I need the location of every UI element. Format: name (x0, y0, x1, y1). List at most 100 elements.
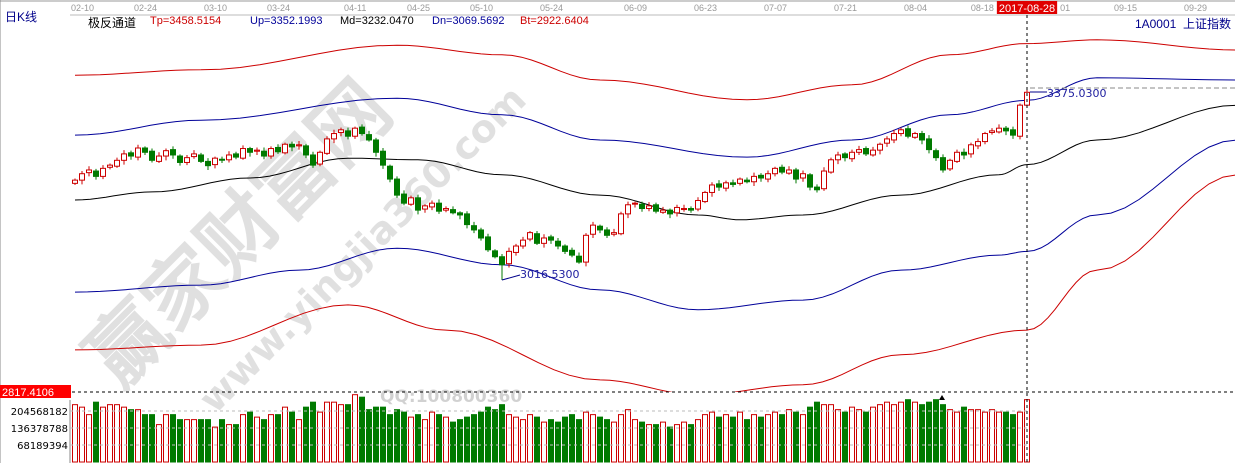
candle-body[interactable] (681, 208, 687, 211)
volume-bar[interactable] (261, 419, 267, 463)
candle-body[interactable] (947, 159, 953, 170)
volume-bar[interactable] (478, 411, 484, 463)
candle-body[interactable] (555, 240, 561, 247)
candle-body[interactable] (352, 127, 358, 137)
volume-bar[interactable] (380, 406, 386, 463)
candle-body[interactable] (618, 213, 624, 235)
candle-body[interactable] (940, 157, 946, 171)
volume-bar[interactable] (723, 414, 729, 463)
candle-body[interactable] (198, 154, 204, 162)
candle-body[interactable] (807, 174, 813, 188)
volume-bar[interactable] (387, 414, 393, 463)
volume-bar[interactable] (982, 411, 988, 463)
candle-body[interactable] (835, 154, 841, 161)
volume-bar[interactable] (730, 416, 736, 463)
volume-bar[interactable] (534, 416, 540, 463)
candle-body[interactable] (583, 234, 589, 263)
volume-bar[interactable] (254, 416, 260, 463)
candle-body[interactable] (93, 170, 99, 177)
candle-body[interactable] (429, 202, 435, 208)
volume-bar[interactable] (716, 416, 722, 463)
candle-body[interactable] (905, 128, 911, 137)
volume-bar[interactable] (744, 419, 750, 463)
volume-bar[interactable] (968, 409, 974, 463)
candle-body[interactable] (359, 126, 365, 135)
candle-body[interactable] (149, 150, 155, 161)
candle-body[interactable] (1003, 127, 1009, 132)
volume-bar[interactable] (506, 414, 512, 463)
candle-body[interactable] (898, 129, 904, 135)
volume-bar[interactable] (604, 419, 610, 463)
candle-body[interactable] (723, 182, 729, 189)
candle-body[interactable] (912, 133, 918, 138)
volume-bar[interactable] (338, 404, 344, 463)
volume-bar[interactable] (737, 411, 743, 463)
candle-body[interactable] (142, 147, 148, 153)
candle-body[interactable] (968, 144, 974, 155)
volume-bar[interactable] (226, 424, 232, 463)
volume-bar[interactable] (877, 404, 883, 463)
volume-bar[interactable] (975, 409, 981, 463)
volume-bar[interactable] (415, 414, 421, 463)
volume-bar[interactable] (688, 424, 694, 463)
candle-body[interactable] (562, 245, 568, 252)
volume-bar[interactable] (184, 419, 190, 463)
volume-bar[interactable] (632, 419, 638, 463)
candle-body[interactable] (982, 133, 988, 143)
candle-body[interactable] (436, 202, 442, 212)
candle-body[interactable] (478, 229, 484, 239)
candle-body[interactable] (975, 141, 981, 147)
candle-body[interactable] (877, 143, 883, 151)
candle-body[interactable] (163, 150, 169, 157)
candle-body[interactable] (324, 138, 330, 154)
volume-bar[interactable] (289, 411, 295, 463)
candle-body[interactable] (737, 178, 743, 184)
volume-bar[interactable] (933, 399, 939, 463)
volume-bar[interactable] (772, 411, 778, 463)
volume-bar[interactable] (856, 409, 862, 463)
candle-body[interactable] (632, 202, 638, 205)
candle-body[interactable] (443, 208, 449, 211)
candle-body[interactable] (765, 173, 771, 180)
candle-body[interactable] (590, 224, 596, 235)
candle-body[interactable] (450, 209, 456, 214)
volume-bar[interactable] (702, 414, 708, 463)
candle-body[interactable] (345, 130, 351, 137)
candle-body[interactable] (191, 153, 197, 158)
volume-bar[interactable] (926, 401, 932, 463)
candle-body[interactable] (926, 138, 932, 151)
volume-bar[interactable] (555, 421, 561, 463)
volume-bar[interactable] (142, 414, 148, 463)
candle-body[interactable] (506, 250, 512, 265)
volume-bar[interactable] (912, 401, 918, 463)
candle-body[interactable] (716, 183, 722, 188)
volume-bar[interactable] (464, 416, 470, 463)
volume-bar[interactable] (373, 406, 379, 463)
volume-bar[interactable] (366, 409, 372, 463)
volume-bar[interactable] (128, 409, 134, 463)
candle-body[interactable] (933, 150, 939, 159)
candle-body[interactable] (86, 169, 92, 174)
candle-body[interactable] (667, 209, 673, 215)
volume-bar[interactable] (394, 409, 400, 463)
volume-bar[interactable] (275, 414, 281, 463)
volume-bar[interactable] (786, 409, 792, 463)
candle-body[interactable] (471, 225, 477, 231)
candle-body[interactable] (800, 173, 806, 179)
candle-body[interactable] (604, 229, 610, 236)
volume-bar[interactable] (177, 419, 183, 463)
candle-body[interactable] (310, 154, 316, 166)
candle-body[interactable] (534, 233, 540, 244)
candle-body[interactable] (772, 167, 778, 175)
volume-bar[interactable] (79, 406, 85, 463)
volume-bar[interactable] (989, 409, 995, 463)
candle-body[interactable] (233, 153, 239, 158)
volume-bar[interactable] (625, 409, 631, 463)
volume-bar[interactable] (905, 399, 911, 463)
volume-bar[interactable] (240, 414, 246, 463)
volume-bar[interactable] (751, 414, 757, 463)
candle-body[interactable] (569, 249, 575, 256)
candle-body[interactable] (730, 182, 736, 185)
candle-body[interactable] (100, 167, 106, 177)
